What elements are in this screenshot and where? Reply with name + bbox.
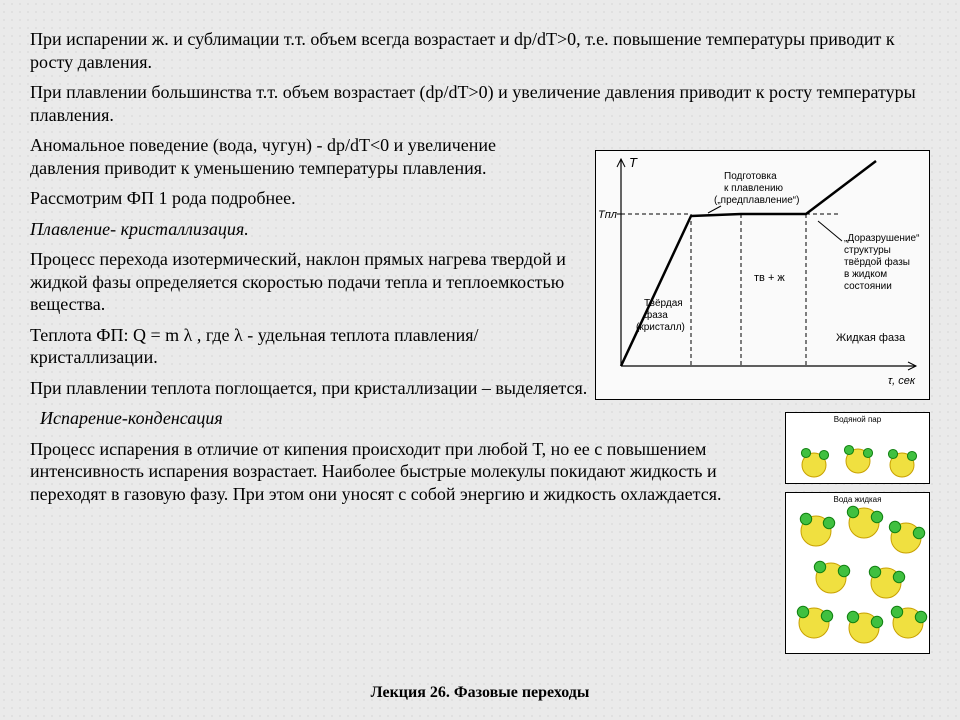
vapor-label: Водяной пар: [786, 416, 929, 424]
svg-text:твёрдой фазы: твёрдой фазы: [844, 256, 910, 268]
svg-text:фаза: фаза: [644, 309, 668, 321]
para-evaporation: При испарении ж. и сублимации т.т. объем…: [30, 28, 930, 73]
phase-chart: Tτ, сек Tпл Подготовкак плавлению(„предпла…: [595, 150, 930, 400]
svg-text:в жидком: в жидком: [844, 269, 887, 280]
footer-lecture: Лекция 26. Фазовые переходы: [0, 684, 960, 702]
svg-text:T: T: [629, 155, 638, 170]
svg-text:Подготовка: Подготовка: [724, 171, 777, 182]
svg-text:состоянии: состоянии: [844, 281, 892, 292]
svg-text:τ, сек: τ, сек: [888, 375, 916, 387]
para-consider: Рассмотрим ФП 1 рода подробнее.: [30, 187, 570, 210]
para-anomalous: Аномальное поведение (вода, чугун) - dp/…: [30, 134, 570, 179]
svg-text:Твёрдая: Твёрдая: [644, 298, 683, 309]
para-isothermal: Процесс перехода изотермический, наклон …: [30, 248, 570, 316]
heading-melting: Плавление- кристаллизация.: [30, 218, 570, 241]
svg-text:структуры: структуры: [844, 245, 891, 256]
heading-evap-cond: Испарение-конденсация: [40, 407, 760, 430]
svg-text:(кристалл): (кристалл): [636, 322, 685, 333]
svg-text:Жидкая фаза: Жидкая фаза: [836, 332, 906, 344]
vapor-diagram: Водяной пар: [785, 412, 930, 484]
svg-text:Tпл: Tпл: [598, 209, 617, 221]
para-melting-most: При плавлении большинства т.т. объем воз…: [30, 81, 930, 126]
svg-text:„Доразрушение“: „Доразрушение“: [844, 233, 919, 244]
svg-text:тв + ж: тв + ж: [754, 272, 785, 284]
svg-text:к плавлению: к плавлению: [724, 183, 784, 194]
para-evap-process: Процесс испарения в отличие от кипения п…: [30, 438, 750, 506]
para-heat-formula: Теплота ФП: Q = m λ , где λ - удельная т…: [30, 324, 570, 369]
liquid-diagram: Вода жидкая: [785, 492, 930, 654]
liquid-label: Вода жидкая: [786, 496, 929, 504]
svg-text:(„предплавление“): („предплавление“): [714, 195, 799, 206]
